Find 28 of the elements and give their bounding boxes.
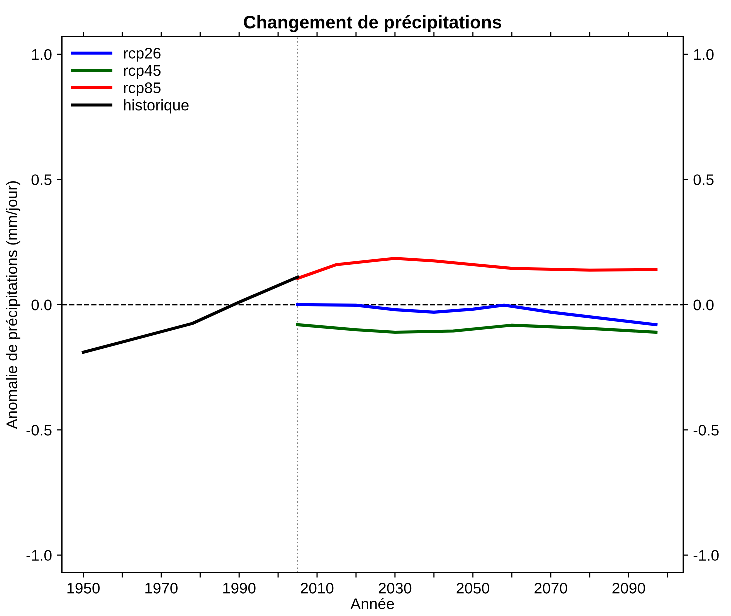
legend-label: rcp45	[124, 66, 161, 80]
line-series	[296, 303, 658, 326]
x-tick-label: 1990	[224, 583, 256, 594]
y2-tick-label: 1.0	[694, 49, 714, 60]
y-tick-label: 1.0	[32, 49, 52, 60]
y2-tick-label: -0.5	[694, 425, 719, 436]
y-tick-label: -1.0	[26, 550, 52, 562]
x-tick-label: 2090	[612, 583, 646, 594]
x-tick-label: 2030	[378, 583, 412, 594]
y-tick-label: 0.5	[32, 174, 52, 186]
y-tick-label: 0.0	[32, 300, 52, 311]
x-tick-label: 2010	[301, 583, 334, 594]
chart-title: Changement de précipitations	[244, 15, 502, 32]
x-axis-title: Année	[350, 598, 394, 610]
y2-tick-label: 0.5	[694, 174, 714, 186]
x-tick-label: 2050	[456, 583, 490, 594]
y-tick-label: -0.5	[26, 425, 52, 436]
line-series	[296, 257, 658, 280]
legend-label: rcp85	[124, 82, 161, 96]
y2-tick-label: -1.0	[694, 550, 719, 562]
legend-label: rcp26	[124, 48, 161, 62]
line-series	[296, 323, 658, 334]
x-tick-label: 2070	[534, 583, 568, 594]
legend-label: historique	[124, 100, 189, 114]
y-axis-title: Anomalie de précipitations (mm/jour)	[6, 181, 21, 430]
x-tick-label: 1970	[146, 583, 178, 594]
x-tick-label: 1950	[68, 583, 100, 594]
y2-tick-label: 0.0	[694, 300, 714, 311]
